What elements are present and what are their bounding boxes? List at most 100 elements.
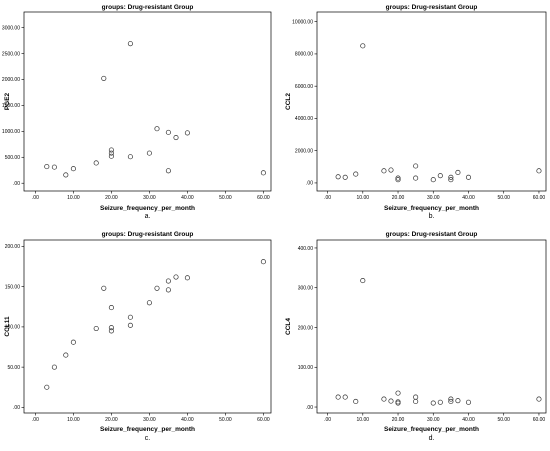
- chart-panel-2: groups: Drug-resistant Group .00 10.00 20.0…: [285, 4, 547, 220]
- y-tick-label: 3000.00: [2, 25, 20, 31]
- data-point: [437, 173, 443, 179]
- panel-letter: b.: [429, 213, 435, 220]
- data-point: [51, 164, 57, 170]
- x-tick-label: .00: [32, 195, 39, 201]
- x-tick-label: .00: [324, 195, 331, 201]
- panel-letter: a.: [145, 213, 151, 220]
- x-tick-label: 10.00: [357, 195, 370, 201]
- chart-title: groups: Drug-resistant Group: [386, 231, 478, 238]
- data-point: [108, 150, 114, 156]
- data-point: [448, 177, 454, 183]
- data-point: [448, 396, 454, 402]
- data-point: [108, 325, 114, 331]
- data-point: [165, 168, 171, 174]
- data-point: [108, 153, 114, 159]
- x-tick-label: 20.00: [105, 417, 118, 423]
- chart-panel-1: groups: Drug-resistant Group .00 10.00 20.0…: [2, 4, 272, 220]
- x-tick-label: 30.00: [427, 195, 440, 201]
- data-point: [430, 400, 436, 406]
- x-tick-label: .00: [324, 417, 331, 423]
- data-point: [342, 394, 348, 400]
- y-tick-label: 100.00: [5, 325, 21, 331]
- panel-letter: d.: [429, 435, 435, 442]
- x-axis-label: Seizure_frequency_per_month: [384, 205, 479, 212]
- data-point: [63, 352, 69, 358]
- data-point: [146, 150, 152, 156]
- plot-area: [316, 11, 547, 192]
- x-axis-label: Seizure_frequency_per_month: [384, 426, 479, 433]
- chart-panel-3: groups: Drug-resistant Group .00 10.00 20.0…: [4, 231, 272, 442]
- data-point: [44, 164, 50, 170]
- data-point: [70, 339, 76, 345]
- y-axis-label: PGE2: [4, 92, 11, 110]
- data-point: [388, 167, 394, 173]
- y-tick-label: 500.00: [5, 155, 21, 161]
- y-tick-label: 300.00: [298, 286, 314, 292]
- x-tick-label: 60.00: [533, 195, 546, 201]
- data-point: [63, 172, 69, 178]
- y-tick-label: 2500.00: [2, 51, 20, 57]
- x-tick-label: 40.00: [462, 195, 475, 201]
- data-point: [455, 169, 461, 176]
- y-tick-label: 8000.00: [295, 52, 313, 58]
- data-point: [395, 390, 401, 396]
- data-point: [353, 398, 359, 405]
- y-tick-label: 1500.00: [2, 103, 20, 109]
- data-point: [360, 278, 366, 284]
- data-point: [154, 126, 160, 132]
- x-tick-label: 30.00: [143, 417, 156, 423]
- x-tick-label: 20.00: [105, 195, 118, 201]
- data-point: [101, 285, 107, 291]
- x-tick-label: 50.00: [219, 195, 232, 201]
- x-tick-label: 50.00: [497, 195, 510, 201]
- data-point: [465, 399, 472, 405]
- data-point: [536, 168, 542, 174]
- data-point: [260, 170, 266, 176]
- x-tick-label: 60.00: [257, 195, 270, 201]
- x-tick-label: 60.00: [257, 417, 270, 423]
- data-point: [353, 171, 359, 177]
- y-tick-label: 150.00: [5, 284, 21, 290]
- data-point: [395, 177, 401, 183]
- plot-area: [23, 239, 272, 414]
- chart-title: groups: Drug-resistant Group: [102, 4, 194, 11]
- x-tick-label: 40.00: [462, 417, 475, 423]
- data-point: [108, 328, 114, 334]
- y-tick-label: 200.00: [5, 244, 21, 250]
- data-point: [146, 300, 152, 306]
- data-point: [184, 130, 190, 136]
- y-tick-label: .00: [306, 405, 313, 411]
- y-tick-label: 200.00: [298, 325, 314, 331]
- y-tick-label: 4000.00: [295, 116, 313, 122]
- x-tick-label: 10.00: [67, 195, 80, 201]
- data-point: [335, 394, 341, 400]
- data-point: [335, 174, 341, 180]
- y-tick-label: .00: [306, 181, 313, 187]
- data-point: [44, 384, 50, 390]
- data-point: [437, 399, 443, 405]
- x-axis-label: Seizure_frequency_per_month: [100, 205, 195, 212]
- data-point: [448, 398, 454, 405]
- data-point: [342, 174, 348, 180]
- data-point: [70, 166, 76, 172]
- data-point: [165, 287, 171, 293]
- x-tick-label: 10.00: [357, 417, 370, 423]
- y-tick-label: 6000.00: [295, 84, 313, 90]
- data-point: [430, 177, 436, 183]
- y-tick-label: 1000.00: [2, 129, 20, 135]
- y-tick-label: 2000.00: [295, 148, 313, 154]
- data-point: [51, 364, 57, 370]
- data-point: [173, 135, 179, 141]
- data-point: [536, 396, 542, 402]
- y-tick-label: 2000.00: [2, 77, 20, 83]
- data-point: [465, 174, 472, 180]
- data-point: [108, 147, 114, 153]
- data-point: [108, 305, 114, 311]
- data-point: [381, 396, 387, 402]
- chart-title: groups: Drug-resistant Group: [386, 4, 478, 11]
- data-point: [413, 163, 419, 169]
- data-point: [184, 275, 190, 281]
- x-tick-label: 10.00: [67, 417, 80, 423]
- x-tick-label: 20.00: [392, 195, 405, 201]
